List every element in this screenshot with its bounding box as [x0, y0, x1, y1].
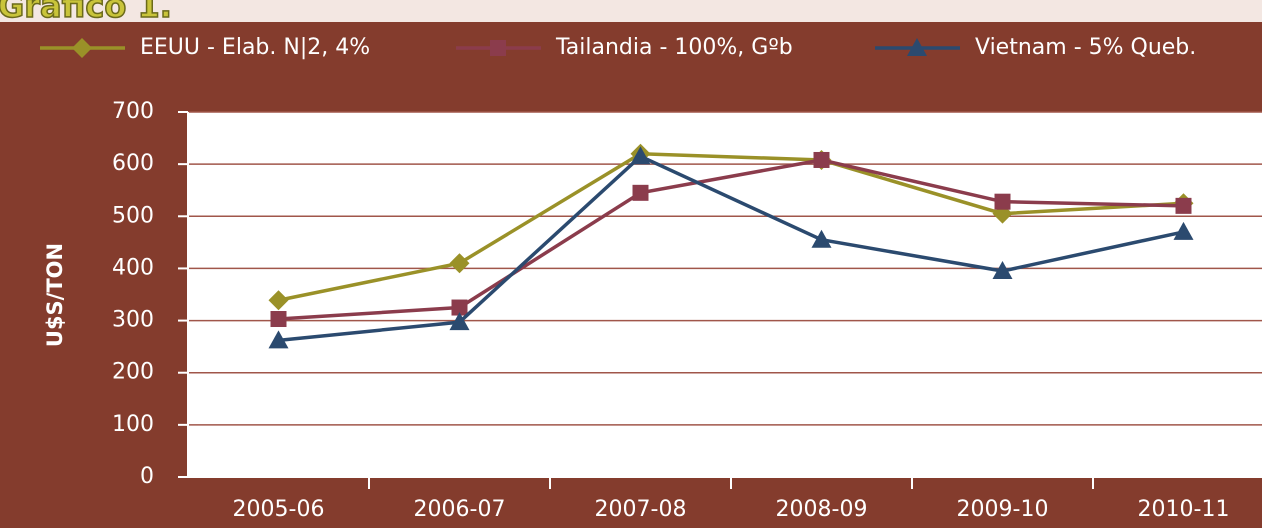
series-line: [278, 154, 1184, 343]
y-tick-label: 500: [112, 203, 154, 228]
legend-marker: [72, 38, 92, 58]
x-tick-label: 2009-10: [957, 497, 1049, 522]
x-tick-label: 2007-08: [595, 497, 687, 522]
point: [992, 261, 1013, 280]
series-line: [278, 158, 1184, 321]
point: [449, 312, 470, 331]
y-tick-label: 400: [112, 255, 154, 280]
point: [811, 229, 832, 248]
y-tick-label: 700: [112, 99, 154, 124]
legend-marker: [907, 38, 927, 56]
point: [994, 193, 1011, 210]
plot-area: [188, 112, 1262, 477]
y-tick-label: 200: [112, 360, 154, 385]
x-tick-label: 2005-06: [233, 497, 325, 522]
point: [270, 311, 287, 328]
point: [1175, 197, 1192, 214]
point: [449, 253, 470, 274]
y-tick-label: 0: [140, 464, 154, 489]
point: [632, 184, 649, 201]
point: [813, 151, 830, 168]
legend-label: Tailandia - 100%, Gºb: [555, 35, 793, 60]
legend-marker: [490, 40, 506, 56]
point: [268, 330, 289, 349]
x-tick-label: 2006-07: [414, 497, 506, 522]
chart-title: Gráfico 1.: [0, 0, 172, 25]
y-tick-label: 600: [112, 151, 154, 176]
point: [630, 146, 651, 165]
legend-label: Vietnam - 5% Queb.: [975, 35, 1196, 60]
y-axis-label: U$S/TON: [43, 243, 67, 347]
series-line: [278, 151, 1184, 302]
point: [451, 299, 468, 316]
y-tick-label: 100: [112, 412, 154, 437]
legend-label: EEUU - Elab. N|2, 4%: [140, 35, 370, 60]
point: [268, 290, 289, 311]
y-tick-label: 300: [112, 308, 154, 333]
x-tick-label: 2010-11: [1138, 497, 1230, 522]
x-tick-label: 2008-09: [776, 497, 868, 522]
point: [1173, 221, 1194, 240]
